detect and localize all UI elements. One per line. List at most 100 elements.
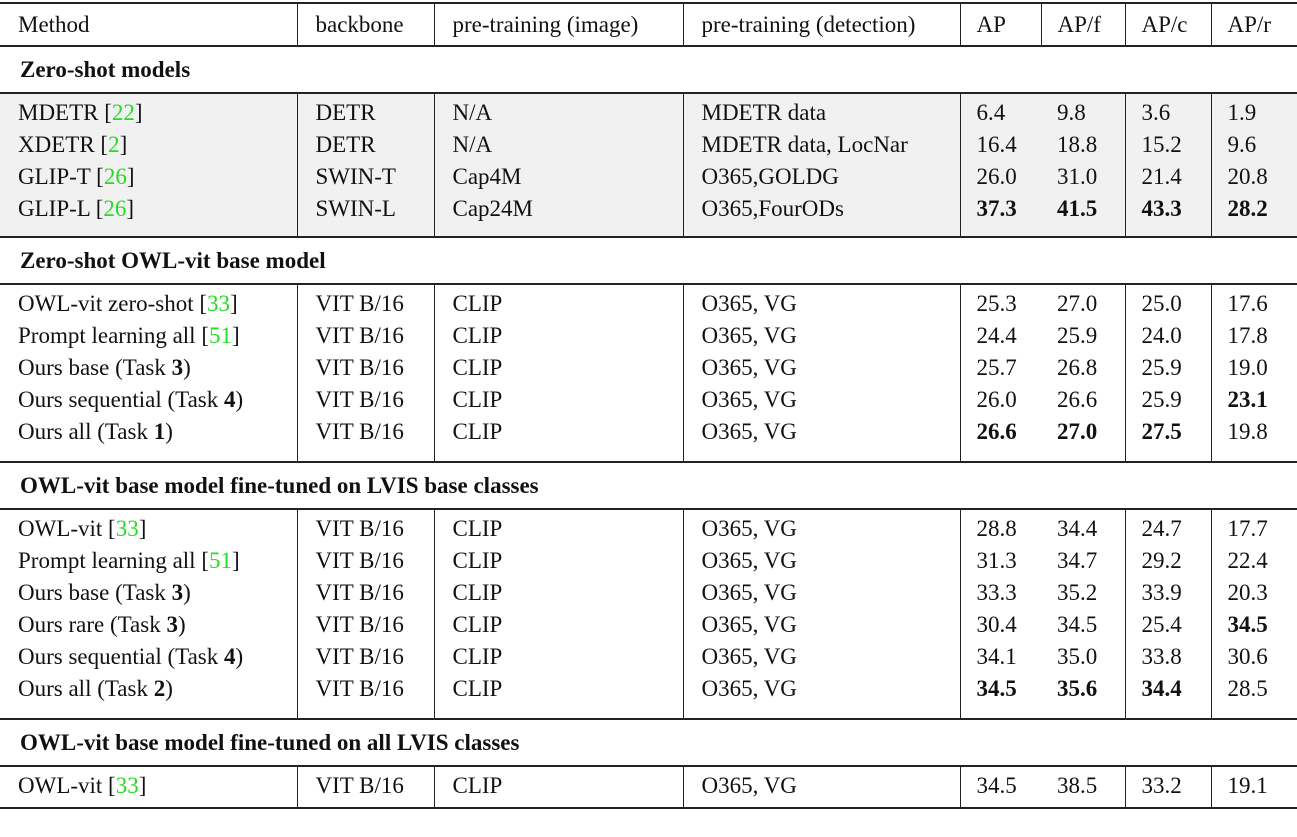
spacer-cell [0, 802, 297, 809]
ap-value: 26.0 [959, 384, 1041, 416]
citation-link[interactable]: 33 [207, 291, 231, 316]
spacer-cell [433, 509, 683, 513]
method-text: GLIP-L [ [18, 196, 104, 221]
spacer-cell [296, 448, 434, 463]
backbone-cell: VIT B/16 [296, 513, 434, 545]
ap-f-value: 9.8 [1041, 97, 1125, 129]
pre-detection-cell: O365, VG [682, 770, 960, 802]
spacer-cell [959, 766, 1041, 770]
method-text: OWL-vit zero-shot [ [18, 291, 208, 316]
method-text: Prompt learning all [ [18, 323, 209, 348]
spacer-cell [1210, 509, 1297, 513]
ap-c-value: 33.9 [1124, 577, 1211, 609]
ap-r-value: 34.5 [1210, 609, 1297, 641]
citation-link[interactable]: 33 [115, 516, 139, 541]
ap-r-value: 22.4 [1210, 545, 1297, 577]
table-row: OWL-vit [33] VIT B/16 CLIP O365, VG 28.8 34.4… [0, 513, 1297, 545]
ap-f-value: 34.7 [1057, 548, 1098, 573]
ap-f-value: 34.5 [1057, 612, 1098, 637]
method-text: ) [177, 612, 186, 637]
method-cell: Ours rare (Task 3) [0, 609, 297, 641]
backbone-cell: VIT B/16 [296, 609, 434, 641]
backbone-cell: VIT B/16 [296, 770, 434, 802]
row-spacer [0, 766, 1297, 770]
backbone-cell: SWIN-L [296, 193, 434, 225]
table-row: Ours base (Task 3) VIT B/16 CLIP O365, VG 33… [0, 577, 1297, 609]
ap-r-value: 20.3 [1210, 577, 1297, 609]
ap-r-value: 28.2 [1210, 193, 1297, 225]
ap-value: 6.4 [959, 97, 1041, 129]
column-header: AP/c [1124, 2, 1211, 47]
method-text: Ours base (Task [18, 580, 172, 605]
citation-link[interactable]: 51 [209, 548, 232, 573]
spacer-cell [959, 705, 1041, 720]
citation-link[interactable]: 22 [111, 100, 135, 125]
citation-link[interactable]: 26 [103, 196, 127, 221]
method-text: ] [126, 196, 135, 221]
spacer-cell [296, 705, 434, 720]
spacer-cell [682, 509, 960, 513]
ap-r-value: 30.6 [1210, 641, 1297, 673]
pre-detection-cell: O365, VG [682, 641, 960, 673]
spacer-cell [433, 766, 683, 770]
spacer-cell [1124, 448, 1211, 463]
pre-detection-cell: O365, VG [682, 352, 960, 384]
row-spacer [0, 802, 1297, 809]
column-header: AP [959, 2, 1041, 47]
spacer-cell [682, 705, 960, 720]
task-number: 1 [153, 419, 166, 444]
pre-image-cell: Cap24M [433, 193, 683, 225]
spacer-cell [1124, 225, 1211, 238]
pre-image-cell: CLIP [433, 384, 683, 416]
method-cell: OWL-vit [33] [0, 513, 297, 545]
method-text: ] [230, 291, 238, 316]
table-row: Ours base (Task 3) VIT B/16 CLIP O365, VG 25… [0, 352, 1297, 384]
method-text: Ours sequential (Task [18, 387, 224, 412]
spacer-cell [1124, 93, 1211, 97]
table-row: GLIP-L [26] SWIN-L Cap24M O365,FourODs 37.3 4… [0, 193, 1297, 225]
ap-value: 34.5 [959, 673, 1041, 705]
method-text: ) [235, 644, 244, 669]
pre-image-cell: CLIP [433, 673, 683, 705]
pre-detection-cell: O365, VG [682, 513, 960, 545]
pre-image-cell: CLIP [433, 577, 683, 609]
spacer-cell [433, 284, 683, 288]
spacer-cell [433, 802, 683, 809]
ap-f-value: 27.0 [1057, 419, 1098, 444]
citation-link[interactable]: 51 [209, 323, 232, 348]
ap-value: 24.4 [959, 320, 1041, 352]
column-header: AP/f [1040, 2, 1125, 47]
pre-image-cell: CLIP [433, 513, 683, 545]
ap-c-value: 25.9 [1124, 352, 1211, 384]
table-row: XDETR [2] DETR N/A MDETR data, LocNar 16.4 18… [0, 129, 1297, 161]
method-cell: Prompt learning all [51] [0, 545, 297, 577]
task-number: 3 [171, 355, 184, 380]
method-cell: OWL-vit zero-shot [33] [0, 288, 297, 320]
citation-link[interactable]: 33 [115, 773, 139, 798]
table-row: Ours sequential (Task 4) VIT B/16 CLIP O365… [0, 641, 1297, 673]
pre-image-cell: Cap4M [433, 161, 683, 193]
pre-detection-cell: O365, VG [682, 320, 960, 352]
ap-c-value: 43.3 [1124, 193, 1211, 225]
spacer-cell [959, 802, 1041, 809]
table-row: Prompt learning all [51] VIT B/16 CLIP O365… [0, 320, 1297, 352]
ap-c-value: 25.0 [1124, 288, 1211, 320]
task-number: 2 [153, 676, 166, 701]
method-text: ) [183, 355, 191, 380]
method-cell: GLIP-T [26] [0, 161, 297, 193]
method-cell: Ours base (Task 3) [0, 352, 297, 384]
citation-link[interactable]: 26 [103, 164, 127, 189]
method-cell: Prompt learning all [51] [0, 320, 297, 352]
citation-link[interactable]: 2 [108, 132, 120, 157]
table-row: OWL-vit zero-shot [33] VIT B/16 CLIP O365, … [0, 288, 1297, 320]
spacer-cell [433, 448, 683, 463]
ap-f-value: 41.5 [1041, 193, 1125, 225]
spacer-cell [1210, 802, 1297, 809]
row-spacer [0, 93, 1297, 97]
spacer-cell [0, 93, 297, 97]
ap-c-value: 29.2 [1124, 545, 1211, 577]
pre-detection-cell: MDETR data [682, 97, 960, 129]
section-title-row: OWL-vit base model fine-tuned on all LVI… [0, 719, 1297, 767]
pre-detection-cell: O365, VG [682, 577, 960, 609]
pre-detection-cell: O365,GOLDG [682, 161, 960, 193]
